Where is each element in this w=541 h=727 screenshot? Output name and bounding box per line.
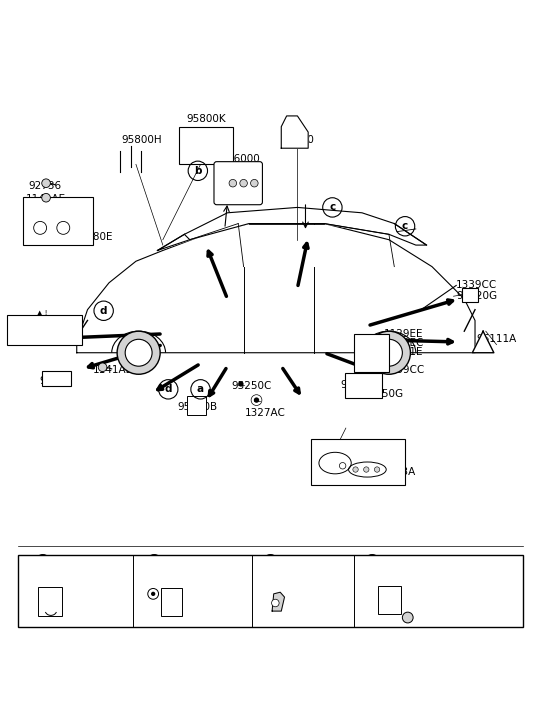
Text: 95413A: 95413A	[375, 467, 415, 477]
Text: 1141AE: 1141AE	[25, 194, 66, 204]
Text: 96010: 96010	[281, 135, 314, 145]
Text: 1141AE: 1141AE	[93, 365, 133, 375]
Text: 95800K: 95800K	[186, 113, 226, 124]
Text: 95250C: 95250C	[232, 381, 272, 391]
Circle shape	[353, 467, 358, 473]
Text: 1129EC: 1129EC	[384, 338, 424, 348]
Circle shape	[42, 179, 50, 188]
Circle shape	[125, 340, 152, 366]
Text: 96000: 96000	[227, 154, 260, 164]
Text: 1130BC: 1130BC	[397, 584, 435, 593]
Text: a: a	[39, 558, 46, 568]
FancyBboxPatch shape	[42, 371, 71, 386]
FancyBboxPatch shape	[378, 586, 401, 614]
FancyBboxPatch shape	[17, 555, 524, 627]
Text: b: b	[194, 166, 202, 176]
FancyBboxPatch shape	[23, 196, 93, 245]
Text: 95910: 95910	[39, 376, 72, 386]
Text: !: !	[481, 339, 485, 349]
Circle shape	[42, 193, 50, 202]
FancyBboxPatch shape	[161, 588, 182, 616]
Text: 95413C: 95413C	[340, 380, 381, 390]
Text: 95760: 95760	[343, 443, 376, 454]
FancyBboxPatch shape	[7, 315, 82, 345]
Text: d: d	[369, 558, 375, 568]
Circle shape	[151, 592, 155, 596]
Circle shape	[367, 332, 411, 374]
Text: 1129EE: 1129EE	[384, 329, 423, 339]
Text: H95710: H95710	[55, 559, 93, 569]
Circle shape	[250, 180, 258, 187]
Text: 1339CC: 1339CC	[384, 365, 425, 375]
FancyBboxPatch shape	[354, 334, 389, 371]
Circle shape	[229, 180, 236, 187]
Polygon shape	[77, 224, 475, 353]
FancyBboxPatch shape	[187, 395, 206, 414]
Text: a: a	[197, 385, 204, 394]
Text: 95925M: 95925M	[17, 324, 60, 334]
Circle shape	[240, 180, 247, 187]
Text: ▲ !: ▲ !	[36, 309, 47, 315]
Text: 96111A: 96111A	[477, 334, 517, 345]
Polygon shape	[281, 116, 308, 148]
Circle shape	[374, 467, 380, 473]
Text: 95930C: 95930C	[397, 559, 434, 569]
Text: d: d	[164, 385, 172, 394]
Text: c: c	[402, 221, 408, 231]
Circle shape	[98, 363, 107, 371]
Text: c: c	[268, 558, 273, 568]
Polygon shape	[472, 332, 494, 353]
Polygon shape	[157, 207, 427, 251]
Circle shape	[272, 599, 279, 607]
Text: 95450G: 95450G	[362, 389, 403, 398]
Circle shape	[364, 467, 369, 473]
Polygon shape	[272, 593, 285, 611]
Text: 95400: 95400	[177, 616, 208, 626]
Circle shape	[254, 398, 259, 403]
Text: 1327AB: 1327AB	[174, 559, 212, 569]
Text: b: b	[151, 558, 158, 568]
Text: 95401E: 95401E	[384, 348, 423, 357]
FancyBboxPatch shape	[345, 373, 382, 398]
Circle shape	[117, 332, 160, 374]
FancyBboxPatch shape	[311, 439, 405, 485]
FancyBboxPatch shape	[179, 126, 233, 164]
FancyBboxPatch shape	[38, 587, 62, 616]
Text: 95230B: 95230B	[178, 401, 218, 411]
Text: 1339CC: 1339CC	[456, 281, 497, 291]
Text: 93880E: 93880E	[73, 232, 113, 242]
Text: 95920H: 95920H	[283, 559, 322, 569]
Text: 95920G: 95920G	[456, 292, 497, 301]
Text: c: c	[329, 202, 335, 212]
Text: 1327AC: 1327AC	[245, 408, 286, 418]
Circle shape	[375, 340, 403, 366]
FancyBboxPatch shape	[214, 161, 262, 205]
Circle shape	[403, 612, 413, 623]
Circle shape	[238, 381, 243, 387]
Text: 95800H: 95800H	[121, 135, 162, 145]
Text: 92736: 92736	[28, 181, 61, 191]
FancyBboxPatch shape	[461, 288, 478, 302]
Text: d: d	[100, 306, 108, 316]
